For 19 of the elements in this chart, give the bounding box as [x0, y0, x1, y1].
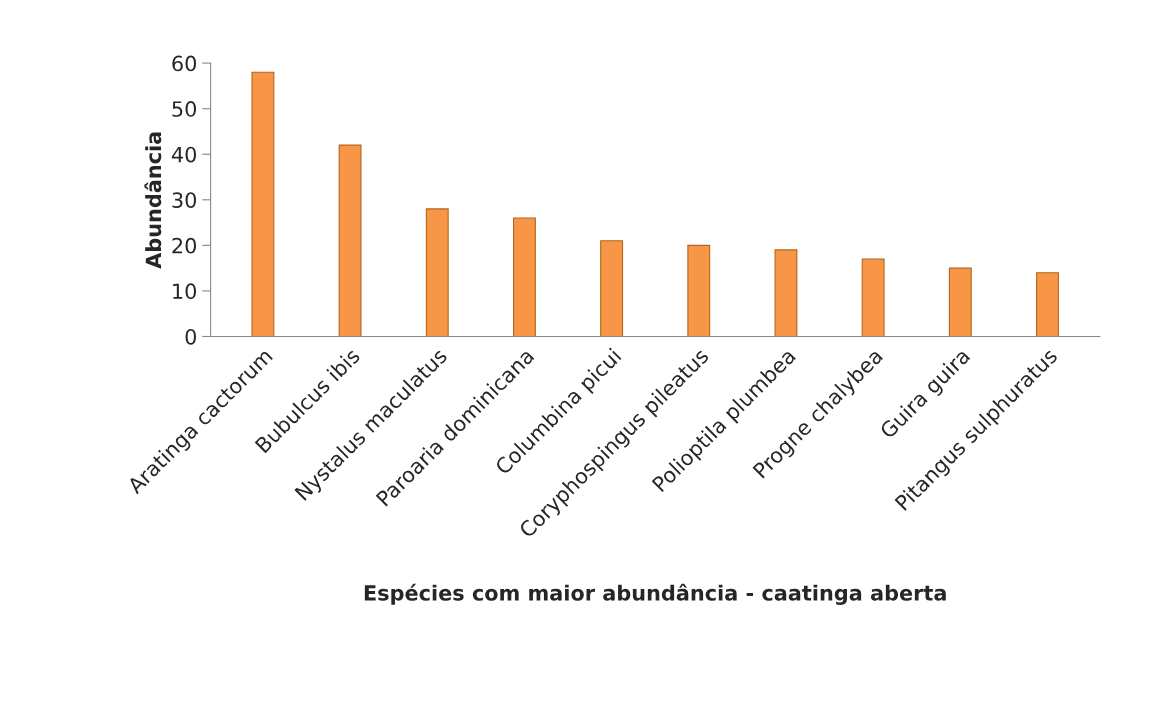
bar [948, 267, 972, 337]
bar [774, 249, 798, 337]
y-axis-title: Abundância [144, 132, 162, 269]
bar [1036, 272, 1059, 337]
x-axis-title: Espécies com maior abundância - caatinga aberta [364, 583, 946, 605]
y-tick-label: 0 [185, 328, 197, 345]
bar [251, 71, 275, 337]
bar [512, 217, 536, 337]
bar [687, 244, 711, 337]
y-tick-label: 20 [172, 237, 197, 254]
bar [338, 144, 362, 337]
y-tick-label: 40 [171, 146, 197, 163]
bar [600, 240, 624, 337]
y-tick-label: 50 [172, 101, 197, 117]
bar [861, 258, 885, 337]
y-tick-label: 10 [173, 283, 197, 300]
y-tick-label: 30 [172, 192, 197, 208]
y-tick-label: 60 [172, 55, 197, 72]
bar [425, 208, 449, 337]
